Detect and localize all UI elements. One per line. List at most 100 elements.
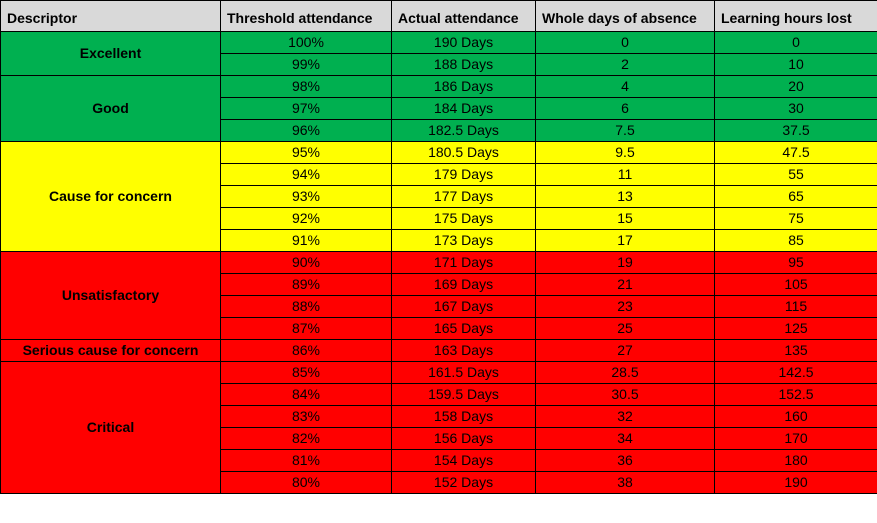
learning-hours-lost-cell: 95 (714, 251, 877, 274)
learning-hours-lost-cell: 115 (714, 295, 877, 318)
actual-attendance-cell: 188 Days (391, 53, 536, 76)
descriptor-cell: Cause for concern (0, 141, 221, 252)
learning-hours-lost-cell: 190 (714, 471, 877, 494)
whole-days-absence-cell: 0 (535, 31, 715, 54)
actual-attendance-cell: 182.5 Days (391, 119, 536, 142)
whole-days-absence-cell: 4 (535, 75, 715, 98)
learning-hours-lost-cell: 170 (714, 427, 877, 450)
table-row: Unsatisfactory 90% 171 Days 19 95 (0, 251, 877, 340)
threshold-attendance-cell: 90% (220, 251, 392, 274)
actual-attendance-cell: 169 Days (391, 273, 536, 296)
table-row: Cause for concern 95% 180.5 Days 9.5 47.5 (0, 141, 877, 252)
whole-days-absence-cell: 11 (535, 163, 715, 186)
table-row: 93% 177 Days 13 65 (1, 185, 877, 208)
threshold-attendance-cell: 98% (220, 75, 392, 98)
whole-days-absence-cell: 21 (535, 273, 715, 296)
header-learning-hours-lost: Learning hours lost (714, 0, 877, 32)
whole-days-absence-cell: 30.5 (535, 383, 715, 406)
actual-attendance-cell: 173 Days (391, 229, 536, 252)
threshold-attendance-cell: 95% (220, 141, 392, 164)
threshold-attendance-cell: 100% (220, 31, 392, 54)
actual-attendance-cell: 171 Days (391, 251, 536, 274)
learning-hours-lost-cell: 55 (714, 163, 877, 186)
header-descriptor: Descriptor (0, 0, 221, 32)
whole-days-absence-cell: 27 (535, 339, 715, 362)
threshold-attendance-cell: 83% (220, 405, 392, 428)
learning-hours-lost-cell: 20 (714, 75, 877, 98)
actual-attendance-cell: 161.5 Days (391, 361, 536, 384)
learning-hours-lost-cell: 47.5 (714, 141, 877, 164)
whole-days-absence-cell: 32 (535, 405, 715, 428)
actual-attendance-cell: 154 Days (391, 449, 536, 472)
actual-attendance-cell: 180.5 Days (391, 141, 536, 164)
table-row: Excellent 100% 190 Days 0 0 (0, 31, 877, 76)
threshold-attendance-cell: 99% (220, 53, 392, 76)
whole-days-absence-cell: 6 (535, 97, 715, 120)
actual-attendance-cell: 152 Days (391, 471, 536, 494)
threshold-attendance-cell: 86% (220, 339, 392, 362)
threshold-attendance-cell: 91% (220, 229, 392, 252)
actual-attendance-cell: 175 Days (391, 207, 536, 230)
learning-hours-lost-cell: 152.5 (714, 383, 877, 406)
threshold-attendance-cell: 82% (220, 427, 392, 450)
descriptor-cell: Good (0, 75, 221, 142)
table-row: 82% 156 Days 34 170 (1, 427, 877, 450)
learning-hours-lost-cell: 160 (714, 405, 877, 428)
header-whole-days-absence: Whole days of absence (535, 0, 715, 32)
table-row: 89% 169 Days 21 105 (1, 273, 877, 296)
table-row: 83% 158 Days 32 160 (1, 405, 877, 428)
threshold-attendance-cell: 97% (220, 97, 392, 120)
header-threshold-attendance: Threshold attendance (220, 0, 392, 32)
whole-days-absence-cell: 25 (535, 317, 715, 340)
learning-hours-lost-cell: 142.5 (714, 361, 877, 384)
threshold-attendance-cell: 93% (220, 185, 392, 208)
table-row: 92% 175 Days 15 75 (1, 207, 877, 230)
learning-hours-lost-cell: 30 (714, 97, 877, 120)
actual-attendance-cell: 186 Days (391, 75, 536, 98)
whole-days-absence-cell: 36 (535, 449, 715, 472)
whole-days-absence-cell: 38 (535, 471, 715, 494)
learning-hours-lost-cell: 37.5 (714, 119, 877, 142)
actual-attendance-cell: 165 Days (391, 317, 536, 340)
actual-attendance-cell: 159.5 Days (391, 383, 536, 406)
actual-attendance-cell: 156 Days (391, 427, 536, 450)
threshold-attendance-cell: 96% (220, 119, 392, 142)
whole-days-absence-cell: 34 (535, 427, 715, 450)
descriptor-cell: Serious cause for concern (0, 339, 221, 362)
threshold-attendance-cell: 80% (220, 471, 392, 494)
whole-days-absence-cell: 23 (535, 295, 715, 318)
header-actual-attendance: Actual attendance (391, 0, 536, 32)
descriptor-cell: Excellent (0, 31, 221, 76)
whole-days-absence-cell: 7.5 (535, 119, 715, 142)
learning-hours-lost-cell: 85 (714, 229, 877, 252)
table-row: Good 98% 186 Days 4 20 (0, 75, 877, 142)
whole-days-absence-cell: 13 (535, 185, 715, 208)
table-row: 88% 167 Days 23 115 (1, 295, 877, 318)
learning-hours-lost-cell: 135 (714, 339, 877, 362)
whole-days-absence-cell: 28.5 (535, 361, 715, 384)
threshold-attendance-cell: 81% (220, 449, 392, 472)
learning-hours-lost-cell: 105 (714, 273, 877, 296)
learning-hours-lost-cell: 180 (714, 449, 877, 472)
learning-hours-lost-cell: 125 (714, 317, 877, 340)
table-body: Excellent 100% 190 Days 0 0 99% 188 Days 2 10 Goo… (0, 31, 877, 494)
table-row: 99% 188 Days 2 10 (1, 53, 877, 76)
learning-hours-lost-cell: 65 (714, 185, 877, 208)
actual-attendance-cell: 167 Days (391, 295, 536, 318)
table-row: 97% 184 Days 6 30 (1, 97, 877, 120)
threshold-attendance-cell: 94% (220, 163, 392, 186)
threshold-attendance-cell: 87% (220, 317, 392, 340)
table-row: Serious cause for concern 86% 163 Days 27 13… (0, 339, 877, 362)
whole-days-absence-cell: 2 (535, 53, 715, 76)
whole-days-absence-cell: 9.5 (535, 141, 715, 164)
descriptor-cell: Critical (0, 361, 221, 494)
header-row: Descriptor Threshold attendance Actual a… (0, 0, 877, 32)
whole-days-absence-cell: 19 (535, 251, 715, 274)
threshold-attendance-cell: 88% (220, 295, 392, 318)
actual-attendance-cell: 184 Days (391, 97, 536, 120)
threshold-attendance-cell: 89% (220, 273, 392, 296)
actual-attendance-cell: 177 Days (391, 185, 536, 208)
table-row: 80% 152 Days 38 190 (1, 471, 877, 494)
threshold-attendance-cell: 85% (220, 361, 392, 384)
actual-attendance-cell: 179 Days (391, 163, 536, 186)
